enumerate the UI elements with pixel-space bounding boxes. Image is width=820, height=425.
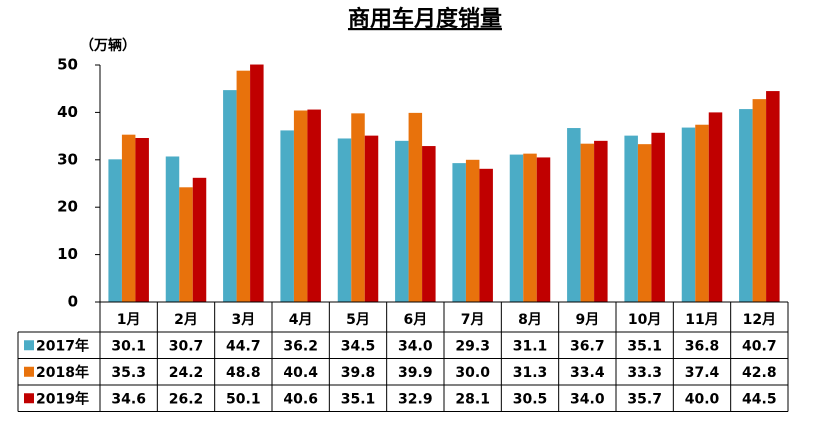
bar — [307, 109, 321, 302]
table-value: 28.1 — [455, 391, 490, 407]
bar — [523, 153, 537, 302]
table-value: 50.1 — [226, 391, 261, 407]
table-value: 40.7 — [742, 338, 777, 354]
bar — [536, 157, 551, 302]
bar — [395, 140, 409, 302]
bar — [509, 154, 524, 302]
x-tick-label: 12月 — [743, 312, 776, 328]
bar — [594, 140, 608, 302]
bar — [108, 159, 122, 302]
legend-swatch — [24, 340, 34, 351]
bar — [192, 177, 207, 302]
x-tick-label: 8月 — [518, 312, 542, 328]
table-value: 33.3 — [627, 365, 662, 381]
bar — [351, 113, 365, 303]
x-tick-label: 7月 — [461, 312, 485, 328]
x-tick-label: 6月 — [403, 312, 427, 328]
bar — [179, 187, 193, 302]
x-tick-label: 2月 — [174, 312, 198, 328]
x-tick-label: 1月 — [117, 312, 141, 328]
bar — [135, 137, 149, 302]
y-axis-unit: （万辆） — [80, 37, 136, 54]
legend-swatch — [24, 366, 34, 377]
table-value: 26.2 — [169, 391, 204, 407]
table-value: 40.4 — [283, 365, 318, 381]
table-value: 29.3 — [455, 338, 490, 354]
bar — [479, 168, 493, 302]
y-tick-label: 40 — [57, 103, 78, 121]
table-value: 34.0 — [398, 338, 433, 354]
y-tick-label: 0 — [68, 293, 78, 311]
table-value: 24.2 — [169, 365, 204, 381]
y-tick-label: 50 — [57, 56, 78, 74]
table-value: 36.8 — [685, 338, 720, 354]
table-value: 40.6 — [283, 391, 318, 407]
table-value: 44.7 — [226, 338, 261, 354]
bar — [236, 70, 251, 302]
bar — [364, 135, 379, 302]
bar — [752, 99, 767, 303]
table-value: 35.3 — [111, 365, 146, 381]
x-tick-label: 4月 — [289, 312, 313, 328]
legend-label: 2019年 — [36, 390, 89, 407]
table-value: 39.8 — [341, 365, 376, 381]
legend-label: 2018年 — [36, 364, 89, 381]
table-value: 32.9 — [398, 391, 433, 407]
bar — [165, 156, 180, 302]
bar — [637, 144, 652, 302]
bar — [293, 110, 308, 302]
bar — [624, 135, 638, 302]
bar — [695, 124, 709, 302]
x-tick-label: 3月 — [231, 312, 255, 328]
legend-label: 2017年 — [36, 337, 89, 354]
bar — [408, 112, 423, 303]
bar — [567, 128, 581, 302]
bar — [651, 132, 665, 302]
table-value: 40.0 — [685, 391, 720, 407]
table-value: 36.2 — [283, 338, 318, 354]
bar — [452, 163, 466, 302]
chart-title: 商用车月度销量 — [348, 6, 502, 32]
legend-swatch — [24, 393, 34, 404]
bar — [280, 130, 294, 302]
bar — [223, 90, 237, 302]
bar — [739, 109, 753, 302]
table-value: 31.1 — [513, 338, 548, 354]
y-tick-label: 20 — [57, 198, 78, 216]
bar — [681, 127, 696, 303]
bar — [708, 112, 723, 303]
table-value: 34.6 — [111, 391, 146, 407]
y-tick-label: 30 — [57, 150, 78, 168]
table-value: 35.7 — [627, 391, 662, 407]
table-value: 31.3 — [513, 365, 548, 381]
table-value: 33.4 — [570, 365, 605, 381]
table-value: 36.7 — [570, 338, 605, 354]
table-value: 34.0 — [570, 391, 605, 407]
table-value: 30.0 — [455, 365, 490, 381]
x-tick-label: 10月 — [628, 312, 661, 328]
table-value: 42.8 — [742, 365, 777, 381]
x-tick-label: 11月 — [685, 312, 718, 328]
bar — [580, 143, 595, 302]
bar — [422, 146, 436, 302]
bar — [337, 138, 352, 302]
bar — [465, 159, 480, 302]
y-tick-label: 10 — [57, 245, 78, 263]
x-tick-label: 5月 — [346, 312, 370, 328]
table-value: 30.5 — [513, 391, 548, 407]
bar — [250, 64, 264, 302]
bar — [766, 91, 780, 302]
table-value: 37.4 — [685, 365, 720, 381]
bar — [121, 134, 136, 302]
table-value: 44.5 — [742, 391, 777, 407]
table-value: 39.9 — [398, 365, 433, 381]
table-value: 30.7 — [169, 338, 204, 354]
x-tick-label: 9月 — [575, 312, 599, 328]
table-value: 48.8 — [226, 365, 261, 381]
table-value: 35.1 — [341, 391, 376, 407]
table-value: 35.1 — [627, 338, 662, 354]
table-value: 34.5 — [341, 338, 376, 354]
table-value: 30.1 — [111, 338, 146, 354]
